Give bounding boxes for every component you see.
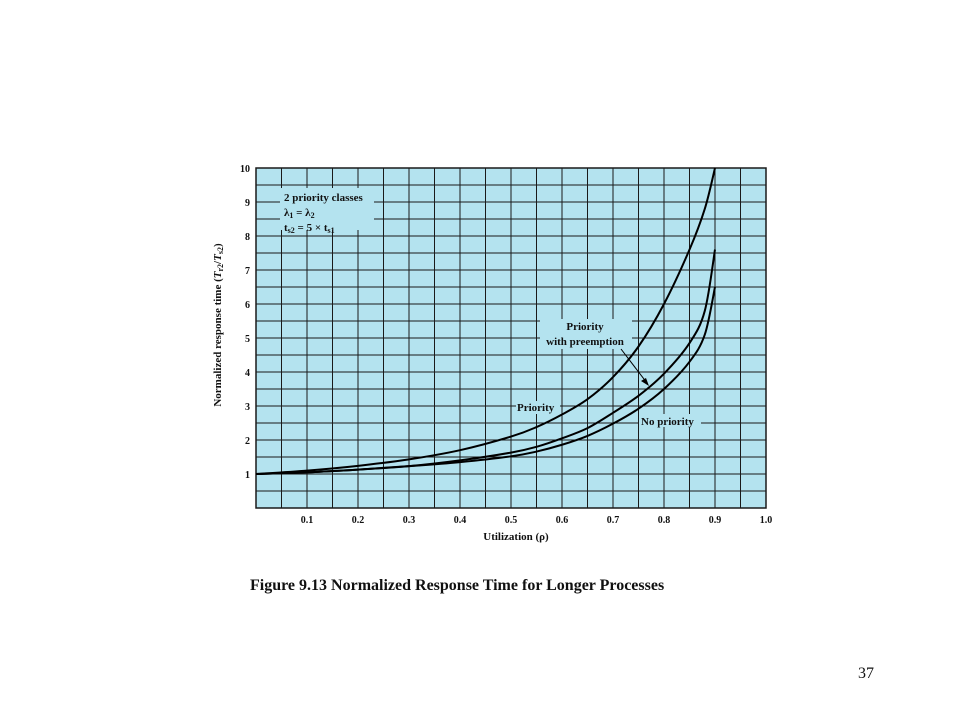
label-no-priority-text: No priority bbox=[641, 416, 694, 428]
legend-line-1: 2 priority classes bbox=[284, 192, 364, 204]
curves bbox=[255, 167, 716, 475]
x-tick-label: 0.7 bbox=[607, 515, 620, 526]
legend-background bbox=[280, 188, 374, 230]
y-tick-labels: 1 2 3 4 5 6 7 8 9 10 bbox=[240, 164, 250, 481]
label-priority: Priority bbox=[516, 401, 560, 414]
x-tick-label: 0.8 bbox=[658, 515, 671, 526]
legend-line-2: λ1 = λ2 bbox=[284, 207, 315, 220]
x-tick-labels: 0.1 0.2 0.3 0.4 0.5 0.6 0.7 0.8 0.9 1.0 bbox=[301, 515, 773, 526]
preemption-arrow-head bbox=[641, 378, 649, 386]
x-tick-label: 0.9 bbox=[709, 515, 722, 526]
x-tick-label: 0.2 bbox=[352, 515, 365, 526]
x-tick-label: 0.3 bbox=[403, 515, 416, 526]
y-tick-label: 2 bbox=[245, 436, 250, 447]
x-axis-label: Utilization (ρ) bbox=[483, 531, 549, 543]
y-tick-label: 9 bbox=[245, 198, 250, 209]
legend-box: 2 priority classes λ1 = λ2 ts2 = 5 × ts1 bbox=[280, 188, 374, 235]
series-line bbox=[255, 286, 716, 475]
figure-caption: Figure 9.13 Normalized Response Time for… bbox=[250, 577, 665, 594]
x-tick-label: 1.0 bbox=[760, 515, 773, 526]
legend-line-3: ts2 = 5 × ts1 bbox=[284, 222, 335, 235]
x-tick-label: 0.5 bbox=[505, 515, 518, 526]
grid-lines bbox=[256, 168, 766, 508]
label-priority-text: Priority bbox=[517, 402, 555, 414]
y-tick-label: 3 bbox=[245, 402, 250, 413]
label-priority-with-preemption: Priority with preemption bbox=[540, 319, 649, 386]
preemption-arrow-line bbox=[620, 348, 648, 384]
x-tick-label: 0.1 bbox=[301, 515, 314, 526]
series-line bbox=[255, 167, 716, 475]
y-tick-label: 8 bbox=[245, 232, 250, 243]
y-tick-label: 6 bbox=[245, 300, 250, 311]
x-tick-label: 0.4 bbox=[454, 515, 467, 526]
y-tick-label: 1 bbox=[245, 470, 250, 481]
y-tick-label: 10 bbox=[240, 164, 250, 175]
page-number: 37 bbox=[858, 665, 874, 682]
label-preemption-line2: with preemption bbox=[546, 336, 624, 348]
label-no-priority: No priority bbox=[639, 414, 701, 428]
y-tick-label: 5 bbox=[245, 334, 250, 345]
label-preemption-line1: Priority bbox=[566, 321, 604, 333]
x-tick-label: 0.6 bbox=[556, 515, 569, 526]
y-axis-label: Normalized response time (Tr2/Ts2) bbox=[212, 243, 225, 407]
y-tick-label: 7 bbox=[245, 266, 250, 277]
y-tick-label: 4 bbox=[245, 368, 250, 379]
